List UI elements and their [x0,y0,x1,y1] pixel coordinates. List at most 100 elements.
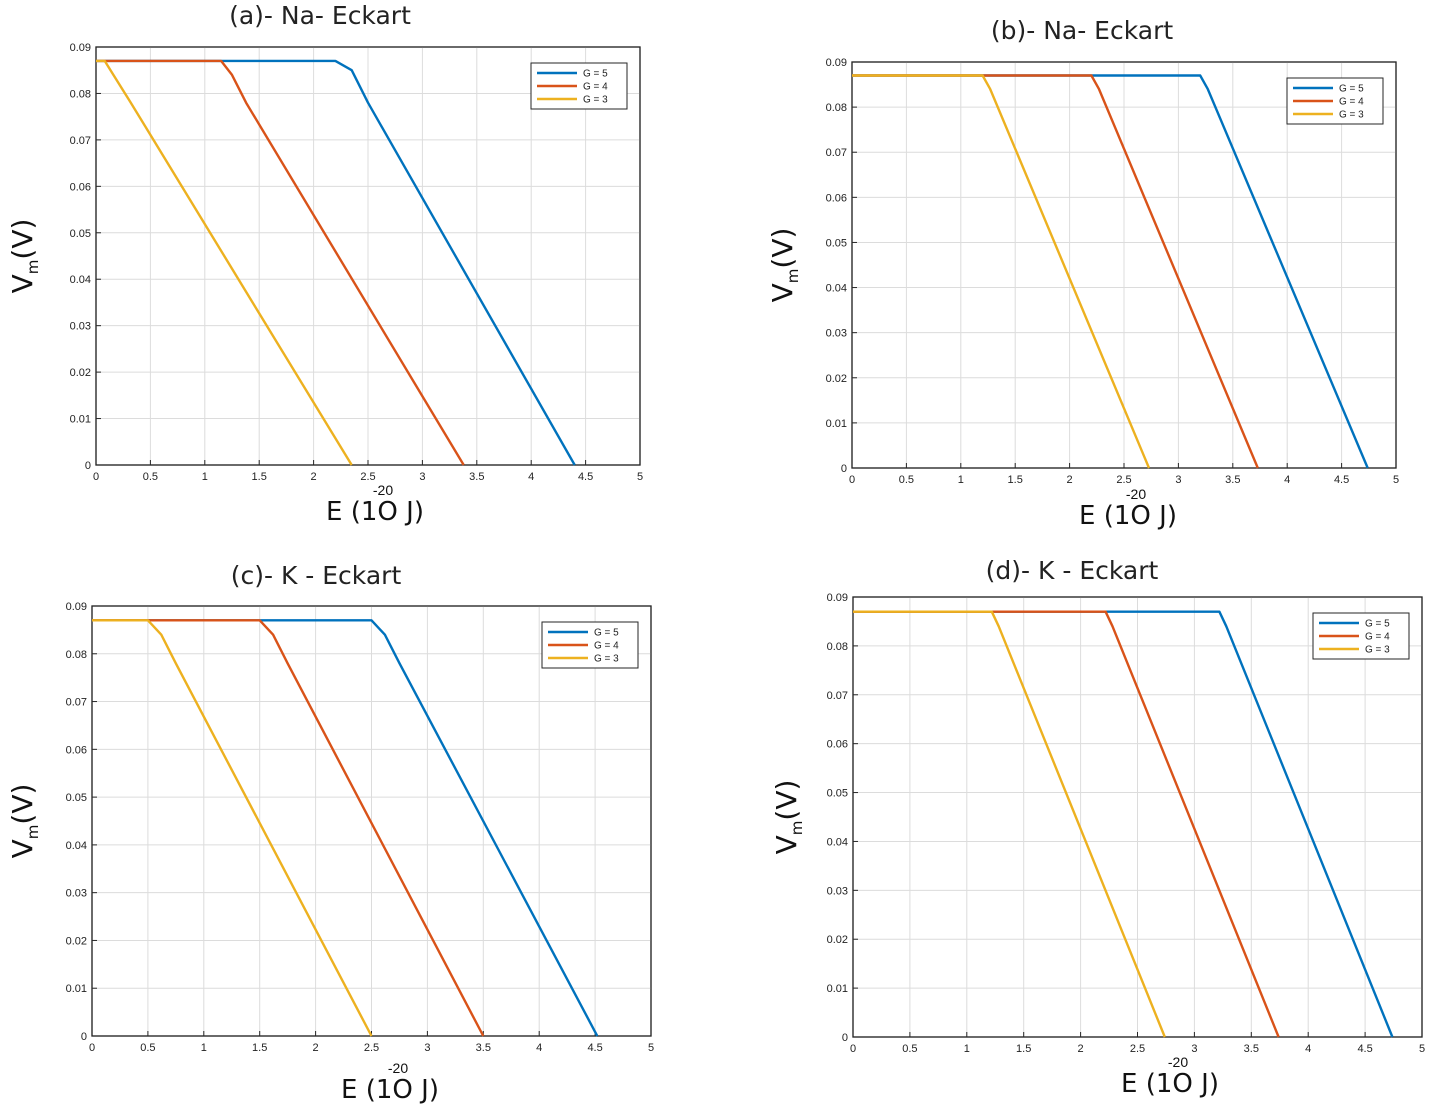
y-axis-label-unit: (V) [770,780,803,821]
x-tick-label: 2.5 [364,1042,379,1054]
y-tick-label: 0.04 [66,840,87,852]
x-axis-exponent: -20 [388,1060,408,1076]
legend-label: G = 4 [1365,632,1390,643]
y-axis-label-main: V [766,283,799,302]
x-tick-label: 0 [89,1042,95,1054]
series-line-g5 [96,59,576,466]
y-axis-label-unit: (V) [6,784,39,825]
chart-panel-d: 0 0.5 1 1.5 2 2.5 3 3.5 4 4.5 5 0 0.01 0.02 0.03 0.04 0.… [770,556,1425,1099]
legend-label: G = 3 [594,654,619,665]
legend-label: G = 3 [1365,645,1390,656]
legend-label: G = 5 [1365,619,1390,630]
chart-panel-c: 0 0.5 1 1.5 2 2.5 3 3.5 4 4.5 5 0 0.01 0.02 0.03 0.04 0.… [6,561,654,1105]
y-tick-label: 0.01 [827,983,848,995]
y-tick-label: 0 [842,1032,848,1044]
chart-title: (d)- K - Eckart [986,556,1159,585]
x-tick-label: 2 [1078,1043,1084,1055]
x-axis-label-part: O [1172,1069,1192,1099]
y-axis-label-sub: m [24,825,42,840]
y-tick-label: 0.07 [826,147,847,159]
x-tick-label: 4 [536,1042,542,1054]
x-tick-label: 3 [1175,474,1181,486]
y-axis-label-sub: m [788,821,806,836]
x-tick-label: 4.5 [578,471,593,483]
y-tick-label: 0.01 [66,983,87,995]
x-axis-label: E (1O J) [341,1075,439,1105]
y-tick-label: 0.02 [66,935,87,947]
x-tick-label: 4.5 [587,1042,602,1054]
x-tick-label: 0 [93,471,99,483]
y-tick-label: 0.05 [827,788,848,800]
y-tick-label: 0.05 [66,792,87,804]
x-tick-label: 0 [850,1043,856,1055]
x-tick-label: 2.5 [1130,1043,1145,1055]
x-tick-label: 3 [424,1042,430,1054]
x-axis-exponent: -20 [1168,1054,1188,1070]
y-tick-label: 0.03 [826,328,847,340]
x-axis-label-part: J) [1151,501,1177,531]
plot-frame [852,596,1423,1038]
x-tick-label: 1.5 [252,1042,267,1054]
y-axis-label-main: V [6,274,39,293]
x-tick-label: 4 [528,471,534,483]
x-tick-label: 2 [311,471,317,483]
x-tick-label: 2.5 [360,471,375,483]
y-axis-label: Vm(V) [766,228,802,303]
x-tick-label: 1 [202,471,208,483]
plot-frame [851,61,1397,469]
x-tick-label: 2.5 [1116,474,1131,486]
chart-panel-a: 0 0.5 1 1.5 2 2.5 3 3.5 4 4.5 5 0 0.01 0.02 0.03 0.04 0.… [6,1,643,527]
y-axis-label-main: V [6,839,39,858]
x-tick-label: 1.5 [1008,474,1023,486]
y-tick-label: 0.07 [70,135,91,147]
x-axis-label: E (1O J) [326,497,424,527]
x-tick-label: 5 [637,471,643,483]
legend-label: G = 4 [583,82,608,93]
x-tick-label: 4.5 [1357,1043,1372,1055]
series-line-g3 [853,610,1166,1038]
x-tick-label: 1 [958,474,964,486]
x-tick-label: 3 [1191,1043,1197,1055]
x-axis-label: E (1O J) [1121,1069,1219,1099]
y-tick-label: 0.03 [827,885,848,897]
y-tick-label: 0.02 [70,367,91,379]
y-axis-label-sub: m [24,260,42,275]
x-tick-label: 0.5 [140,1042,155,1054]
y-axis-label: Vm(V) [770,780,806,855]
y-axis-label-unit: (V) [766,228,799,269]
chart-title: (b)- Na- Eckart [991,16,1174,45]
x-axis-label-part: O [1130,501,1150,531]
series-line-g4 [92,619,485,1037]
x-axis-label-part: E (1 [326,497,377,527]
x-tick-label: 5 [1393,474,1399,486]
x-tick-label: 0.5 [143,471,158,483]
x-axis-label-part: E (1 [1121,1069,1172,1099]
y-tick-label: 0.08 [826,102,847,114]
x-axis-label-part: J) [398,497,424,527]
y-tick-label: 0.08 [827,641,848,653]
y-axis-label-unit: (V) [6,219,39,260]
legend-label: G = 4 [594,641,619,652]
y-tick-label: 0 [85,460,91,472]
x-tick-label: 1.5 [1016,1043,1031,1055]
y-tick-label: 0.06 [70,181,91,193]
x-axis-label: E (1O J) [1079,501,1177,531]
y-axis-label-sub: m [784,269,802,284]
y-tick-label: 0.04 [826,283,847,295]
x-tick-label: 5 [648,1042,654,1054]
y-tick-label: 0.05 [826,237,847,249]
y-tick-label: 0.08 [70,88,91,100]
x-tick-label: 1 [964,1043,970,1055]
x-tick-label: 1.5 [252,471,267,483]
x-tick-label: 4.5 [1334,474,1349,486]
legend-label: G = 3 [1339,110,1364,121]
legend-label: G = 5 [594,628,619,639]
y-axis-label: Vm(V) [6,784,42,859]
x-tick-label: 0.5 [899,474,914,486]
y-tick-label: 0.06 [827,739,848,751]
y-tick-label: 0.01 [826,418,847,430]
x-tick-label: 3.5 [1244,1043,1259,1055]
x-axis-label-part: J) [413,1075,439,1105]
x-axis-label-part: O [377,497,397,527]
